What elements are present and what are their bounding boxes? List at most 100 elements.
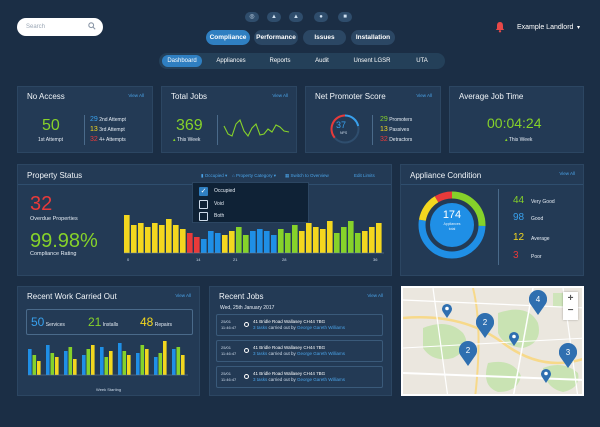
chart-bar — [100, 347, 104, 375]
alert-icon[interactable]: ▲ — [289, 12, 303, 22]
occupied-filter-dropdown[interactable]: ▮ Occupied ▾ — [201, 173, 228, 178]
chart-bar — [118, 343, 122, 375]
checkbox-both[interactable] — [199, 212, 208, 221]
chart-bar — [348, 221, 354, 253]
person-icon[interactable]: ● — [314, 12, 328, 22]
appliance-total-label: Appliances — [443, 222, 461, 226]
chart-bar — [173, 225, 179, 253]
job-address: 41 Bridle Road Wallasey CH44 7BG — [253, 319, 326, 324]
subnav-appliances[interactable]: Appliances — [216, 58, 246, 64]
edit-limits-button[interactable]: Edit Limits — [354, 173, 375, 178]
dropdown-option-both[interactable]: Both — [214, 213, 225, 219]
map-pin-icon[interactable]: 3 — [557, 341, 579, 369]
check-icon[interactable]: ✓ — [199, 187, 208, 196]
svg-text:2: 2 — [483, 318, 488, 327]
chart-bar — [327, 221, 333, 253]
target-icon[interactable]: ◎ — [245, 12, 259, 22]
subnav-unsent-lgsr[interactable]: Unsent LGSR — [353, 58, 391, 64]
chart-bar — [124, 215, 130, 253]
nav-performance[interactable]: Performance — [254, 30, 298, 45]
bell-icon[interactable] — [494, 21, 506, 33]
chart-bar — [73, 359, 77, 375]
appliance-condition-item: 3 Poor — [513, 250, 542, 261]
chart-bar — [131, 225, 137, 253]
map-zoom-controls: + − — [563, 292, 578, 320]
divider — [401, 184, 583, 185]
van-icon[interactable]: ■ — [338, 12, 352, 22]
recent-jobs-view-all[interactable]: View All — [367, 293, 383, 298]
recent-jobs-title: Recent Jobs — [219, 292, 264, 301]
chart-bar — [154, 357, 158, 375]
chart-bar — [50, 353, 55, 375]
map-pin-icon[interactable]: 2 — [457, 339, 479, 367]
chart-bar — [229, 231, 235, 253]
checkbox-void[interactable] — [199, 200, 208, 209]
chart-bar — [376, 223, 382, 253]
chart-bar — [243, 235, 249, 253]
dropdown-option-void[interactable]: Void — [214, 201, 224, 207]
total-jobs-view-all[interactable]: View All — [272, 93, 288, 98]
chart-bar — [313, 227, 319, 253]
map-pin-icon[interactable] — [441, 303, 453, 319]
search-icon — [88, 22, 96, 30]
job-time: 11:46:47 — [221, 377, 237, 382]
recent-work-view-all[interactable]: View All — [175, 293, 191, 298]
recent-job-row[interactable]: 25/01 11:46:47 41 Bridle Road Wallasey C… — [216, 340, 383, 362]
chart-bar — [236, 227, 242, 253]
subnav-uta[interactable]: UTA — [416, 58, 428, 64]
zoom-out-button[interactable]: − — [567, 305, 574, 316]
chart-bar — [46, 345, 50, 375]
switch-to-overview-button[interactable]: ▦ Switch to Overview — [285, 173, 329, 178]
chart-bar — [163, 341, 167, 375]
subnav-audit[interactable]: Audit — [315, 58, 329, 64]
overdue-properties-value: 32 — [30, 193, 53, 215]
recent-job-row[interactable]: 25/01 11:46:47 41 Bridle Road Wallasey C… — [216, 366, 383, 388]
map-tiles — [403, 288, 582, 394]
user-name[interactable]: Example Landlord — [517, 24, 574, 31]
chart-bar — [264, 231, 270, 253]
flame-icon[interactable]: ▲ — [267, 12, 281, 22]
recent-job-row[interactable]: 25/01 11:46:47 41 Bridle Road Wallasey C… — [216, 314, 383, 336]
subnav-reports[interactable]: Reports — [269, 58, 291, 64]
chart-bar — [194, 237, 200, 253]
chart-bar — [82, 355, 86, 375]
chart-bar — [122, 351, 127, 375]
nps-view-all[interactable]: View All — [416, 93, 432, 98]
chart-bar — [299, 231, 305, 253]
overdue-properties-label: Overdue Properties — [30, 216, 78, 222]
no-access-view-all[interactable]: View All — [128, 93, 144, 98]
chart-bar — [208, 231, 214, 253]
user-menu-chevron-icon[interactable]: ▾ — [577, 25, 581, 31]
property-status-title: Property Status — [27, 171, 83, 180]
subnav-dashboard[interactable]: Dashboard — [162, 55, 202, 67]
job-description: 3 tasks carried out by George Gareth Wil… — [253, 351, 346, 356]
appliance-condition-view-all[interactable]: View All — [559, 171, 575, 176]
no-access-item: 29 2nd Attempt — [90, 116, 126, 123]
map-pin-icon[interactable]: 2 — [474, 311, 496, 339]
dropdown-option-occupied[interactable]: Occupied — [214, 188, 236, 194]
appliance-condition-card: Appliance Condition View All 174 Applian… — [400, 164, 584, 276]
chart-bar — [104, 357, 109, 375]
nav-compliance[interactable]: Compliance — [206, 30, 250, 45]
divider — [372, 115, 373, 145]
map-pin-icon[interactable] — [508, 331, 520, 347]
chart-bar — [172, 349, 176, 375]
no-access-caption: 1st Attempt — [38, 137, 64, 143]
chevron-down-icon: ▾ — [273, 173, 277, 178]
x-axis-label: Week Starting — [96, 387, 122, 392]
chevron-down-icon: ▾ — [225, 173, 228, 178]
chart-bar — [68, 347, 73, 375]
map-pin-icon[interactable] — [540, 368, 552, 384]
property-map[interactable]: 4 2 2 3 + − — [401, 286, 584, 396]
property-category-dropdown[interactable]: ⌂ Property Category ▾ — [232, 173, 277, 178]
avg-job-time-title: Average Job Time — [459, 92, 524, 101]
map-pin-icon[interactable]: 4 — [527, 288, 549, 316]
zoom-in-button[interactable]: + — [567, 293, 574, 304]
no-access-item: 13 3rd Attempt — [90, 126, 125, 133]
recent-jobs-date: Wed, 25th January 2017 — [220, 305, 275, 311]
timeline-dot-icon — [244, 374, 249, 379]
search-input[interactable]: Search — [17, 18, 103, 36]
chart-bar — [180, 229, 186, 253]
nav-installation[interactable]: Installation — [351, 30, 395, 45]
nav-issues[interactable]: Issues — [303, 30, 346, 45]
